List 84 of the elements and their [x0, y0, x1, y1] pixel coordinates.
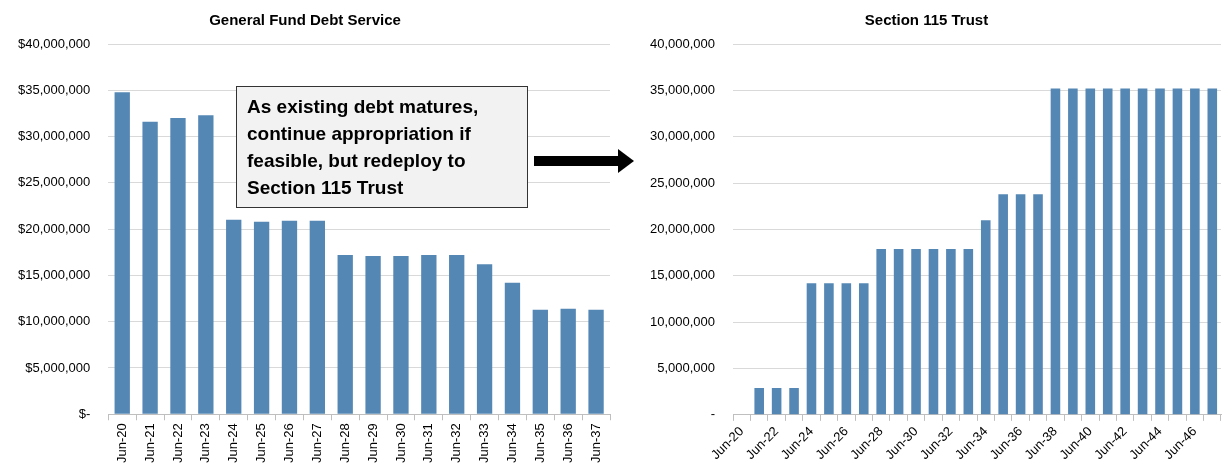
bar — [226, 219, 242, 414]
chart-title: Section 115 Trust — [864, 11, 989, 29]
bar — [337, 255, 353, 414]
y-tick-label: 35,000,000 — [649, 81, 716, 97]
bar — [1085, 88, 1096, 415]
bar — [824, 283, 834, 415]
bar — [476, 264, 493, 414]
x-tick-label: Jun-24 — [225, 423, 241, 463]
bar — [789, 387, 799, 415]
bar — [946, 248, 956, 415]
y-tick-label: $20,000,000 — [18, 220, 91, 236]
bar — [1120, 88, 1130, 415]
x-tick-label: Jun-34 — [504, 423, 520, 463]
bar — [893, 248, 904, 415]
bar — [365, 255, 381, 414]
bar — [504, 282, 521, 414]
x-tick-label: Jun-22 — [169, 423, 185, 463]
x-tick-label: Jun-28 — [336, 423, 352, 463]
bar — [1015, 194, 1026, 415]
bar — [393, 255, 409, 414]
bar — [1207, 88, 1218, 415]
chart-title: General Fund Debt Service — [209, 11, 401, 29]
bar — [449, 255, 465, 414]
x-tick-label: Jun-32 — [448, 423, 464, 463]
x-tick-label: Jun-27 — [308, 423, 324, 463]
x-tick-label: Jun-25 — [253, 423, 269, 463]
x-tick-label: Jun-37 — [587, 423, 603, 463]
x-tick-label: Jun-29 — [364, 423, 380, 463]
x-tick-label: Jun-31 — [420, 423, 436, 463]
y-tick-label: 20,000,000 — [649, 221, 716, 237]
y-tick-label: $- — [78, 405, 91, 421]
bar — [963, 248, 974, 415]
y-tick-label: 5,000,000 — [657, 360, 716, 376]
y-tick-label: $40,000,000 — [18, 35, 91, 51]
bar — [532, 309, 548, 414]
y-tick-label: $35,000,000 — [18, 81, 91, 97]
bar — [1137, 88, 1148, 415]
bar — [928, 248, 939, 415]
bar — [876, 248, 886, 415]
bar — [309, 220, 325, 414]
bar — [771, 387, 782, 415]
bar — [806, 283, 817, 415]
x-tick-label: Jun-33 — [476, 423, 492, 463]
y-tick-label: 30,000,000 — [649, 128, 716, 144]
bar — [142, 121, 158, 414]
bar — [911, 248, 921, 415]
annotation: As existing debt matures, continue appropriation if feasible, but redeploy to Section 115 Trust — [236, 86, 528, 208]
y-tick-label: $5,000,000 — [25, 359, 91, 375]
bar — [588, 309, 604, 414]
bar — [1172, 88, 1183, 415]
y-tick-label: 25,000,000 — [649, 174, 716, 190]
bar — [1190, 88, 1200, 415]
y-tick-label: $30,000,000 — [18, 128, 91, 144]
x-tick-label: Jun-26 — [281, 423, 297, 463]
y-tick-label: 10,000,000 — [649, 313, 716, 329]
bar — [421, 255, 437, 414]
x-tick-label: Jun-20 — [113, 423, 129, 463]
x-tick-label: Jun-23 — [197, 423, 213, 463]
bar — [841, 283, 852, 415]
bar — [1033, 194, 1043, 415]
bar — [1155, 88, 1165, 415]
x-tick-label: Jun-36 — [559, 423, 575, 463]
bar — [198, 115, 214, 414]
bar — [114, 92, 130, 414]
bar — [980, 220, 991, 415]
x-tick-label: Jun-21 — [141, 423, 157, 463]
y-tick-label: 15,000,000 — [649, 267, 716, 283]
bar — [1068, 88, 1078, 415]
x-tick-label: Jun-30 — [392, 423, 408, 463]
bar — [170, 118, 186, 414]
y-tick-label: - — [710, 406, 716, 422]
bar — [998, 194, 1008, 415]
bar — [1102, 88, 1113, 415]
y-tick-label: $10,000,000 — [18, 313, 91, 329]
y-tick-label: $25,000,000 — [18, 174, 91, 190]
y-tick-label: $15,000,000 — [18, 266, 91, 282]
x-tick-label: Jun-35 — [531, 423, 547, 463]
bar — [1050, 88, 1061, 415]
bar — [754, 387, 764, 415]
bar — [560, 308, 576, 414]
bar — [858, 283, 869, 415]
bar — [253, 221, 270, 414]
y-tick-label: 40,000,000 — [649, 35, 716, 51]
bar — [281, 220, 298, 414]
